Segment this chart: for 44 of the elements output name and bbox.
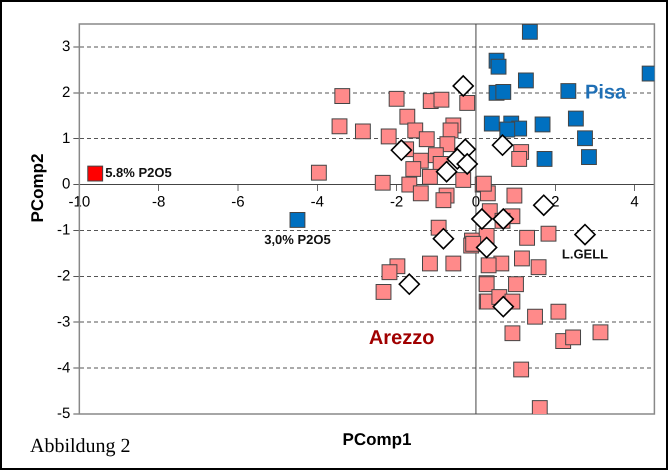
point [518, 72, 534, 88]
point [577, 130, 593, 146]
point [476, 236, 498, 258]
point [471, 208, 493, 230]
x-tick-label: -4 [310, 194, 324, 211]
point [432, 228, 454, 250]
y-axis-title: PComp2 [28, 154, 48, 222]
y-tick-label: 2 [62, 84, 70, 101]
point [568, 110, 584, 126]
y-tick-label: 1 [62, 130, 70, 147]
series-label: Arezzo [368, 326, 434, 349]
point [484, 116, 500, 132]
point [560, 83, 576, 99]
point [495, 84, 512, 100]
text: Abbildung 2 [30, 435, 131, 458]
point [390, 139, 412, 161]
point [492, 296, 514, 318]
point [499, 122, 516, 138]
point [522, 24, 538, 40]
x-tick-label: -8 [152, 194, 166, 211]
y-tick-label: -2 [56, 267, 70, 284]
annotation: L.GELL [562, 246, 608, 262]
x-tick-label: -10 [68, 194, 90, 211]
point [290, 212, 306, 228]
x-tick-label: -6 [231, 194, 245, 211]
y-tick-label: 0 [62, 176, 70, 193]
series-label: Pisa [584, 81, 628, 104]
annotation: 3,0% P2O5 [264, 232, 331, 247]
point [87, 166, 104, 182]
y-tick-label: 3 [62, 38, 70, 56]
y-tick-label: -5 [56, 405, 70, 422]
x-tick-label: 4 [630, 194, 639, 211]
y-tick-label: -3 [56, 313, 70, 330]
annotation: 5.8% P2O5 [105, 165, 172, 180]
x-tick-label: -2 [390, 194, 404, 211]
point [534, 116, 550, 132]
point [581, 149, 597, 165]
y-tick-label: -4 [56, 359, 70, 376]
point [490, 58, 506, 75]
y-tick-label: -1 [56, 222, 70, 239]
point [436, 160, 458, 183]
point [492, 208, 514, 230]
x-axis-title: PComp1 [342, 430, 412, 450]
point [536, 150, 552, 167]
